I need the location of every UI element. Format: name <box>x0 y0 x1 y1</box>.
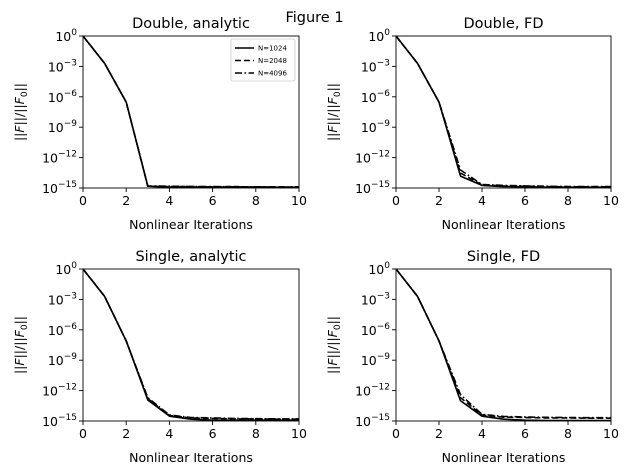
x-tick-label: 6 <box>209 426 217 441</box>
y-tick-label: 10−15 <box>42 180 77 196</box>
plot-frame <box>82 268 300 422</box>
x-tick-label: 0 <box>79 426 87 441</box>
y-tick-label: 10−15 <box>355 413 390 429</box>
x-tick-label: 0 <box>392 193 400 208</box>
series-line-2 <box>396 36 611 188</box>
y-tick-label: 10−6 <box>48 89 77 105</box>
x-tick-label: 2 <box>435 193 443 208</box>
series-line-2 <box>396 269 611 419</box>
legend: N=1024 N=2048 N=4096 <box>230 38 296 82</box>
legend-label: N=1024 <box>258 45 287 53</box>
x-tick-label: 10 <box>291 426 307 441</box>
chart-panel: Double, analytic 0 2 4 6 8 10 100 10−3 10−6 10−9 10… <box>12 16 307 232</box>
series-line-1 <box>83 269 299 421</box>
y-tick-label: 10−9 <box>361 119 390 135</box>
plot-frame <box>395 35 612 189</box>
series-line-1 <box>396 36 611 188</box>
series-line-1 <box>396 269 611 421</box>
y-tick-label: 10−6 <box>361 322 390 338</box>
y-axis-label: ||F||/||F0|| <box>325 83 343 141</box>
panel-title: Double, analytic <box>132 16 250 32</box>
x-tick-label: 4 <box>478 426 486 441</box>
y-tick-label: 10−12 <box>355 150 390 166</box>
y-tick-label: 10−9 <box>48 352 77 368</box>
y-axis-label: ||F||/||F0|| <box>325 316 343 374</box>
series-line-3 <box>396 36 611 188</box>
y-tick-label: 10−15 <box>355 180 390 196</box>
x-tick-label: 8 <box>252 426 260 441</box>
x-tick-label: 8 <box>252 193 260 208</box>
y-tick-label: 10−9 <box>48 119 77 135</box>
x-axis-label: Nonlinear Iterations <box>129 450 253 465</box>
x-tick-label: 10 <box>291 193 307 208</box>
x-axis-label: Nonlinear Iterations <box>442 217 566 232</box>
x-axis-label: Nonlinear Iterations <box>442 450 566 465</box>
y-tick-label: 10−12 <box>355 383 390 399</box>
x-tick-label: 10 <box>603 426 619 441</box>
y-tick-label: 100 <box>368 261 390 277</box>
series-line-3 <box>396 269 611 419</box>
y-tick-label: 10−6 <box>361 89 390 105</box>
plot-frame <box>82 35 300 189</box>
legend-label: N=2048 <box>258 57 287 65</box>
y-tick-label: 100 <box>368 28 390 44</box>
x-tick-label: 6 <box>521 426 529 441</box>
x-axis-label: Nonlinear Iterations <box>129 217 253 232</box>
series-line-n-4096 <box>83 36 299 188</box>
y-tick-label: 10−3 <box>361 58 390 74</box>
y-tick-label: 10−15 <box>42 413 77 429</box>
y-tick-label: 10−12 <box>42 150 77 166</box>
chart-panel: Double, FD 0 2 4 6 8 10 100 10−3 10−6 10−9 10−12 10−… <box>325 16 619 232</box>
x-tick-label: 6 <box>521 193 529 208</box>
x-tick-label: 4 <box>165 193 173 208</box>
y-tick-label: 10−6 <box>48 322 77 338</box>
y-tick-label: 10−3 <box>48 291 77 307</box>
series-line-2 <box>83 269 299 421</box>
x-tick-label: 0 <box>392 426 400 441</box>
y-tick-label: 10−3 <box>361 291 390 307</box>
x-tick-label: 4 <box>478 193 486 208</box>
y-tick-label: 100 <box>55 28 77 44</box>
x-tick-label: 8 <box>564 193 572 208</box>
figure-title: Figure 1 <box>285 10 343 26</box>
y-axis-label: ||F||/||F0|| <box>12 316 30 374</box>
y-tick-label: 10−12 <box>42 383 77 399</box>
x-tick-label: 10 <box>603 193 619 208</box>
y-axis-label: ||F||/||F0|| <box>12 83 30 141</box>
panel-title: Single, analytic <box>135 249 246 265</box>
series-line-3 <box>83 269 299 420</box>
plot-frame <box>395 268 612 422</box>
chart-panel: Single, FD 0 2 4 6 8 10 100 10−3 10−6 10−9 10−12 10−… <box>325 249 619 465</box>
x-tick-label: 2 <box>435 426 443 441</box>
panel-title: Double, FD <box>463 16 543 32</box>
chart-panel: Single, analytic 0 2 4 6 8 10 100 10−3 10−6 10−9 10… <box>12 249 307 465</box>
x-tick-label: 4 <box>165 426 173 441</box>
y-tick-label: 10−9 <box>361 352 390 368</box>
legend-label: N=4096 <box>258 70 287 78</box>
y-tick-label: 100 <box>55 261 77 277</box>
panel-title: Single, FD <box>467 249 540 265</box>
y-tick-label: 10−3 <box>48 58 77 74</box>
x-tick-label: 2 <box>122 193 130 208</box>
x-tick-label: 0 <box>79 193 87 208</box>
x-tick-label: 8 <box>564 426 572 441</box>
x-tick-label: 6 <box>209 193 217 208</box>
x-tick-label: 2 <box>122 426 130 441</box>
legend-box <box>230 38 296 82</box>
